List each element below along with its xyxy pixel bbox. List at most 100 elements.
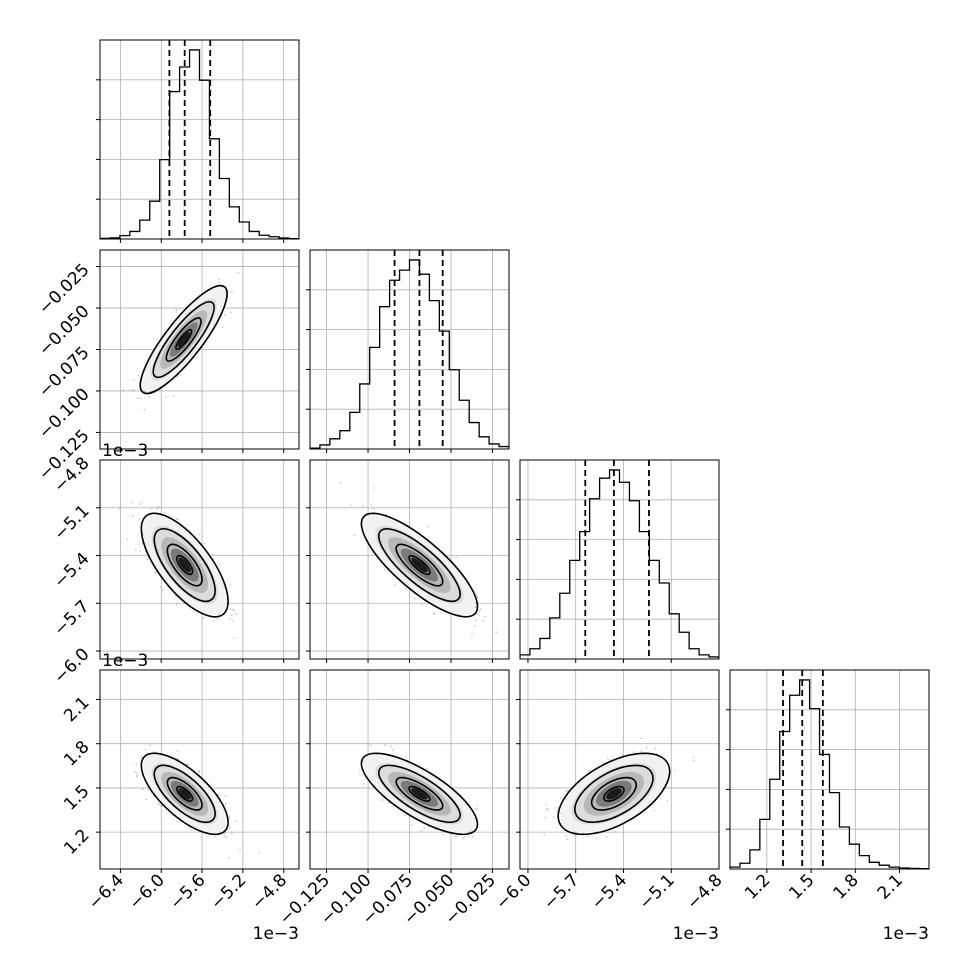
sample-point bbox=[161, 589, 164, 591]
sample-point bbox=[372, 513, 375, 516]
sample-point bbox=[122, 389, 125, 392]
sample-point bbox=[231, 608, 234, 611]
sample-point bbox=[212, 619, 215, 622]
sample-point bbox=[404, 587, 407, 590]
sample-point bbox=[216, 618, 219, 621]
sample-point bbox=[552, 816, 555, 818]
scatter-inner bbox=[100, 250, 299, 449]
sample-point bbox=[389, 745, 392, 748]
sample-point bbox=[433, 612, 436, 615]
sample-point bbox=[221, 286, 224, 289]
sample-point bbox=[229, 608, 232, 611]
panel-frame bbox=[99, 459, 300, 660]
sample-point bbox=[224, 795, 227, 798]
sample-point bbox=[218, 281, 221, 284]
sample-point bbox=[235, 819, 238, 822]
sample-point bbox=[471, 835, 474, 838]
sample-point bbox=[148, 396, 151, 398]
sample-point bbox=[160, 805, 163, 807]
sample-point bbox=[372, 487, 375, 489]
density-fill bbox=[178, 557, 191, 573]
sample-point bbox=[483, 616, 486, 618]
sample-point bbox=[153, 392, 156, 395]
sample-point bbox=[363, 782, 366, 785]
sample-point bbox=[423, 826, 426, 829]
sample-point bbox=[147, 788, 150, 791]
sample-point bbox=[474, 807, 477, 810]
sample-point bbox=[175, 603, 178, 606]
sample-point bbox=[224, 803, 227, 806]
sample-point bbox=[359, 768, 361, 771]
sample-point bbox=[231, 832, 233, 835]
sample-point bbox=[479, 608, 482, 610]
sample-point bbox=[138, 534, 140, 537]
sample-point bbox=[198, 770, 200, 772]
sample-point bbox=[176, 518, 179, 520]
sample-point bbox=[177, 758, 180, 761]
histogram-inner bbox=[730, 670, 929, 869]
sample-point bbox=[394, 584, 396, 586]
sample-point bbox=[139, 397, 142, 400]
sample-point bbox=[237, 271, 240, 274]
sample-point bbox=[203, 542, 206, 545]
sample-point bbox=[136, 775, 139, 777]
sample-point bbox=[217, 792, 220, 795]
sample-point bbox=[474, 624, 476, 627]
sample-point bbox=[158, 505, 160, 508]
sample-point bbox=[131, 514, 134, 517]
scatter-panel bbox=[306, 459, 510, 663]
contour-line bbox=[140, 512, 229, 618]
sample-point bbox=[144, 798, 147, 801]
sample-point bbox=[155, 571, 158, 574]
sample-point bbox=[233, 609, 236, 612]
panel-frame bbox=[519, 459, 720, 660]
sample-point bbox=[137, 374, 140, 377]
sample-point bbox=[654, 747, 657, 750]
sample-point bbox=[369, 744, 372, 747]
histogram-inner bbox=[100, 40, 299, 239]
sample-point bbox=[384, 744, 386, 747]
contour-line bbox=[139, 284, 228, 395]
sample-point bbox=[131, 501, 134, 504]
contour-line bbox=[176, 785, 194, 802]
sample-point bbox=[138, 518, 141, 521]
contour-line bbox=[175, 329, 193, 351]
sample-point bbox=[462, 837, 465, 840]
sample-point bbox=[476, 808, 478, 810]
sample-point bbox=[139, 549, 142, 552]
sample-point bbox=[471, 633, 473, 636]
contour-line bbox=[166, 543, 203, 587]
panel-frame bbox=[729, 669, 930, 870]
sample-point bbox=[133, 379, 136, 382]
histogram-bars bbox=[310, 259, 509, 449]
sample-point bbox=[229, 584, 232, 587]
contour-line bbox=[395, 776, 444, 811]
sample-point bbox=[410, 824, 413, 827]
sample-point bbox=[158, 803, 160, 806]
sample-point bbox=[212, 553, 214, 556]
sample-point bbox=[212, 557, 215, 560]
scatter-inner bbox=[520, 670, 719, 869]
panel-frame bbox=[99, 669, 300, 870]
sample-point bbox=[228, 856, 231, 859]
contour-line bbox=[395, 543, 444, 587]
sample-point bbox=[135, 772, 138, 775]
sample-point bbox=[154, 571, 157, 574]
sample-point bbox=[476, 596, 479, 599]
sample-point bbox=[362, 504, 365, 507]
scatter-panel bbox=[96, 669, 300, 873]
sample-point bbox=[136, 397, 139, 400]
histogram-inner bbox=[520, 460, 719, 659]
sample-point bbox=[395, 752, 398, 755]
sample-point bbox=[141, 501, 144, 504]
contour-line bbox=[408, 554, 431, 576]
sample-point bbox=[135, 763, 138, 765]
sample-point bbox=[392, 748, 395, 751]
histogram-inner bbox=[310, 250, 509, 449]
histogram-bars bbox=[520, 469, 719, 659]
sample-point bbox=[495, 631, 498, 634]
sample-point bbox=[156, 507, 158, 510]
sample-point bbox=[482, 619, 484, 622]
scatter-panel bbox=[96, 249, 300, 453]
sample-point bbox=[353, 534, 356, 537]
